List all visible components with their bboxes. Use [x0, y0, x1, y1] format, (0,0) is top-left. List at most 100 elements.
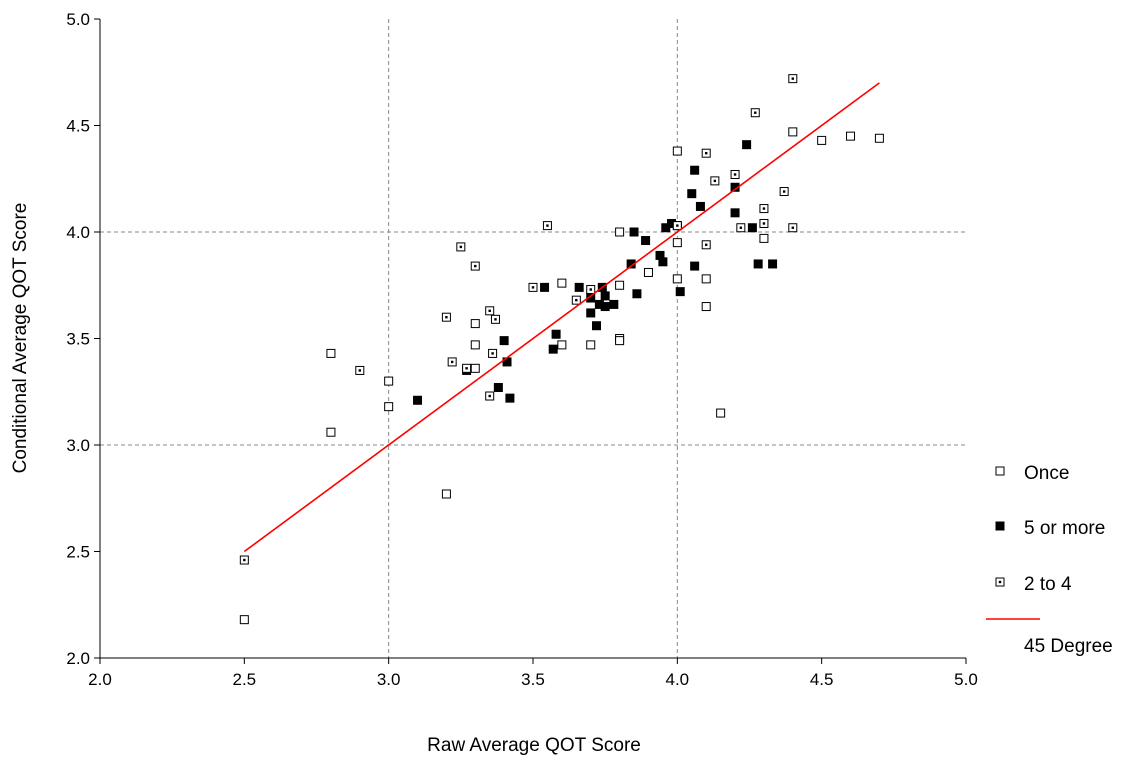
point-once	[384, 376, 394, 386]
point-5-or-more-shape	[505, 393, 515, 403]
point-5-or-more	[548, 344, 558, 354]
point-5-or-more	[592, 321, 602, 331]
point-2-to-4-dot	[488, 309, 491, 313]
point-once	[384, 402, 394, 412]
point-5-or-more-shape	[600, 291, 610, 301]
point-once-shape	[643, 267, 653, 277]
legend-label-5-or-more: 5 or more	[1024, 518, 1105, 539]
point-5-or-more-shape	[413, 395, 423, 405]
point-2-to-4-dot	[739, 226, 743, 229]
point-2-to-4-dot	[546, 224, 549, 227]
legend-marker-2-to-4	[995, 577, 1005, 587]
y-tick-label: 3.0	[66, 436, 90, 455]
point-2-to-4	[470, 261, 480, 271]
data-points	[239, 74, 884, 625]
point-5-or-more	[675, 287, 685, 297]
point-once-shape	[384, 376, 394, 386]
point-2-to-4	[759, 204, 769, 214]
x-tick-label: 2.5	[233, 670, 257, 689]
point-5-or-more-shape	[551, 329, 561, 339]
point-2-to-4-dot	[450, 360, 454, 364]
point-2-to-4	[447, 357, 457, 367]
point-2-to-4-dot	[791, 77, 794, 80]
reference-grid-lines	[100, 19, 966, 658]
point-once	[615, 227, 625, 237]
point-2-to-4	[788, 223, 798, 233]
point-5-or-more-shape	[730, 208, 740, 218]
point-once-shape	[557, 340, 567, 350]
point-5-or-more	[768, 259, 778, 269]
point-2-to-4	[488, 348, 498, 358]
legend-item-45-degree: 45 Degree	[986, 618, 1113, 657]
y-axis-ticks: 2.0 2.5 3.0 3.5 4.0 4.5 5.0	[66, 10, 100, 668]
legend-item-2-to-4: 2 to 4	[995, 574, 1072, 595]
point-5-or-more-shape	[540, 282, 550, 292]
point-once	[586, 340, 596, 350]
legend-label-once: Once	[1024, 463, 1069, 484]
point-5-or-more	[641, 236, 651, 246]
point-2-to-4-dot	[762, 222, 766, 225]
point-once-shape	[615, 336, 625, 346]
point-once-shape	[701, 274, 711, 284]
legend-marker-shape	[995, 577, 1005, 587]
point-once-shape	[470, 319, 480, 329]
point-5-or-more	[747, 223, 757, 233]
point-2-to-4-dot	[465, 367, 468, 370]
legend-marker-shape	[995, 521, 1005, 531]
point-2-to-4	[456, 242, 466, 252]
y-tick-label: 4.0	[66, 223, 90, 242]
series-once	[239, 127, 884, 625]
point-once	[470, 319, 480, 329]
point-once-shape	[874, 133, 884, 143]
point-5-or-more-shape	[675, 287, 685, 297]
legend-marker-shape-shape	[995, 521, 1005, 531]
x-tick-label: 4.5	[810, 670, 834, 689]
point-2-to-4	[485, 306, 495, 316]
point-once-shape	[615, 280, 625, 290]
point-5-or-more	[730, 208, 740, 218]
point-5-or-more	[695, 201, 705, 211]
point-2-to-4-dot	[445, 316, 448, 319]
legend: Once 5 or more 2 to 4 45 Degree	[986, 463, 1113, 657]
point-5-or-more-shape	[742, 140, 752, 150]
point-2-to-4	[701, 240, 711, 250]
x-tick-label: 2.0	[88, 670, 112, 689]
point-5-or-more-shape	[747, 223, 757, 233]
point-2-to-4	[485, 391, 495, 401]
point-2-to-4-dot	[459, 245, 463, 249]
legend-item-5-or-more: 5 or more	[995, 518, 1105, 539]
point-once-shape	[586, 340, 596, 350]
point-2-to-4	[788, 74, 798, 84]
point-2-to-4	[571, 295, 581, 305]
point-5-or-more-shape	[499, 336, 509, 346]
point-2-to-4	[710, 176, 720, 186]
point-2-to-4	[701, 148, 711, 158]
point-once-shape	[672, 238, 682, 248]
point-once-shape	[817, 135, 827, 145]
point-once-shape	[788, 127, 798, 137]
point-2-to-4	[759, 218, 769, 228]
x-axis-ticks: 2.0 2.5 3.0 3.5 4.0 4.5 5.0	[88, 658, 978, 689]
point-once	[788, 127, 798, 137]
point-once	[643, 267, 653, 277]
point-once	[759, 233, 769, 243]
point-5-or-more	[742, 140, 752, 150]
point-once-shape	[557, 278, 567, 288]
point-once	[326, 348, 336, 358]
point-5-or-more	[540, 282, 550, 292]
point-2-to-4-dot	[474, 264, 477, 268]
point-5-or-more-shape	[687, 189, 697, 199]
point-2-to-4	[730, 169, 740, 179]
point-once	[470, 363, 480, 373]
point-5-or-more-shape	[658, 257, 668, 267]
point-5-or-more	[600, 302, 610, 312]
point-2-to-4-dot	[762, 207, 766, 210]
point-once	[326, 427, 336, 437]
point-2-to-4-dot	[791, 226, 794, 229]
point-once	[557, 340, 567, 350]
point-once-shape	[470, 340, 480, 350]
point-5-or-more-shape	[632, 289, 642, 299]
x-axis-label: Raw Average QOT Score	[427, 735, 641, 756]
point-5-or-more-shape	[690, 261, 700, 271]
point-2-to-4-dot	[243, 558, 246, 562]
